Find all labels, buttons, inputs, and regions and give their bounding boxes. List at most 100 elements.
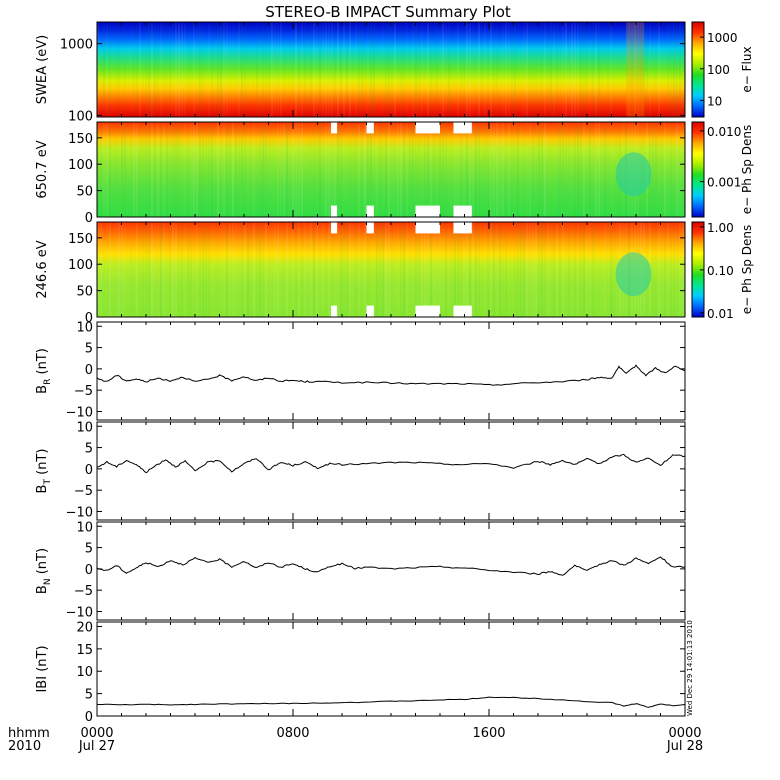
heatmap-streak (217, 222, 219, 317)
heatmap-streak (151, 222, 153, 317)
heatmap-streak (142, 222, 144, 317)
data-gap (366, 222, 374, 234)
heatmap-streak (508, 222, 510, 317)
heatmap-streak (676, 222, 678, 317)
bmag-series-line (96, 696, 686, 708)
heatmap-streak (403, 22, 405, 117)
heatmap-streak (145, 122, 147, 217)
heatmap-streak (160, 22, 162, 117)
heatmap-streak (148, 22, 150, 117)
heatmap-streak (541, 222, 543, 317)
heatmap-streak (100, 122, 102, 217)
heatmap-streak (571, 122, 573, 217)
heatmap-streak (376, 22, 378, 117)
heatmap-streak (574, 222, 576, 317)
y-axis-label: BT (nT) (35, 449, 53, 494)
heatmap-streak (673, 122, 675, 217)
heatmap-streak (262, 222, 264, 317)
heatmap-streak (133, 222, 135, 317)
heatmap-streak (379, 222, 381, 317)
bt-series-line (96, 453, 686, 474)
heatmap-streak (283, 222, 285, 317)
heatmap-streak (340, 22, 342, 117)
heatmap-streak (601, 222, 603, 317)
heatmap-streak (367, 122, 369, 217)
heatmap-streak (364, 122, 366, 217)
heatmap-streak (535, 122, 537, 217)
heatmap-streak (211, 22, 213, 117)
panel-frame (96, 321, 686, 421)
heatmap-streak (646, 22, 648, 117)
heatmap-streak (184, 22, 186, 117)
y-axis-label-sub: N (43, 578, 53, 585)
heatmap-streak (388, 222, 390, 317)
heatmap-streak (355, 122, 357, 217)
heatmap-streak (505, 22, 507, 117)
heatmap-streak (325, 22, 327, 117)
heatmap-streak (151, 122, 153, 217)
heatmap-streak (676, 122, 678, 217)
time-axis-prefix-top: hhmm (8, 726, 50, 741)
heatmap-streak (175, 122, 177, 217)
heatmap-streak (205, 22, 207, 117)
heatmap-streak (592, 122, 594, 217)
heatmap-streak (658, 122, 660, 217)
heatmap-streak (118, 222, 120, 317)
heatmap-streak (382, 122, 384, 217)
heatmap-streak (277, 122, 279, 217)
heatmap-streak (460, 122, 462, 217)
heatmap-streak (301, 222, 303, 317)
heatmap-streak (121, 122, 123, 217)
heatmap-streak (190, 222, 192, 317)
heatmap-streak (205, 222, 207, 317)
heatmap-streak (130, 122, 132, 217)
heatmap-streak (349, 122, 351, 217)
heatmap-feature (615, 252, 652, 297)
heatmap-streak (280, 22, 282, 117)
heatmap-streak (559, 122, 561, 217)
heatmap-streak (268, 122, 270, 217)
heatmap-streak (274, 22, 276, 117)
heatmap-streak (154, 122, 156, 217)
heatmap-streak (154, 22, 156, 117)
heatmap-streak (391, 122, 393, 217)
y-tick-label: −10 (66, 605, 93, 620)
heatmap-streak (424, 222, 426, 317)
heatmap-streak (298, 222, 300, 317)
heatmap-streak (499, 122, 501, 217)
heatmap-streak (550, 122, 552, 217)
heatmap-streak (553, 22, 555, 117)
heatmap-streak (568, 122, 570, 217)
heatmap-streak (250, 122, 252, 217)
heatmap-streak (598, 122, 600, 217)
heatmap-streak (547, 122, 549, 217)
y-tick-label: 100 (68, 158, 93, 173)
heatmap-streak (445, 22, 447, 117)
heatmap-streak (223, 122, 225, 217)
heatmap-streak (592, 22, 594, 117)
data-gap (366, 305, 374, 317)
heatmap-streak (496, 222, 498, 317)
heatmap-streak (472, 22, 474, 117)
heatmap-streak (604, 22, 606, 117)
y-tick-label: 1000 (60, 38, 93, 53)
heatmap-streak (244, 222, 246, 317)
heatmap-streak (217, 22, 219, 117)
heatmap-streak (595, 222, 597, 317)
heatmap-streak (457, 22, 459, 117)
heatmap-streak (457, 122, 459, 217)
heatmap-streak (340, 222, 342, 317)
heatmap-streak (262, 22, 264, 117)
heatmap-streak (313, 222, 315, 317)
heatmap-streak (220, 22, 222, 117)
heatmap-streak (265, 122, 267, 217)
heatmap-streak (181, 222, 183, 317)
heatmap-streak (130, 22, 132, 117)
colorbar-label: e− Flux (740, 46, 754, 92)
heatmap-streak (199, 122, 201, 217)
heatmap-streak (274, 122, 276, 217)
heatmap-streak (502, 222, 504, 317)
heatmap-streak (250, 22, 252, 117)
heatmap-streak (442, 222, 444, 317)
